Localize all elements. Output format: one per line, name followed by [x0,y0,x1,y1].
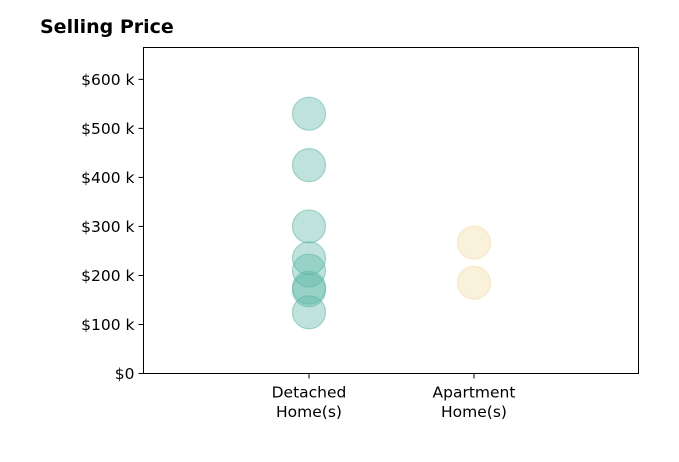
y-tick-label: $200 k [81,267,134,285]
y-tick-label: $600 k [81,71,134,89]
y-tick-label: $0 [115,365,135,383]
x-tick-label: Apartment Home(s) [433,384,516,422]
data-point [456,225,492,260]
y-tick-label: $100 k [81,316,134,334]
data-point [291,295,327,330]
plot-frame [143,47,639,374]
data-point [291,209,327,244]
data-points [291,96,492,330]
data-point [291,96,327,131]
y-tick-label: $400 k [81,169,134,187]
y-tick-label: $300 k [81,218,134,236]
y-axis: $0 $100 k $200 k $300 k $400 k $500 k $600 k [81,71,144,383]
data-point [291,253,327,288]
data-point [291,241,327,276]
x-axis: Detached Home(s) Apartment Home(s) [272,373,516,422]
data-point [456,265,492,300]
y-tick-label: $500 k [81,120,134,138]
x-tick-label: Detached Home(s) [272,384,347,422]
data-point [291,148,327,183]
chart-title: Selling Price [40,16,174,38]
